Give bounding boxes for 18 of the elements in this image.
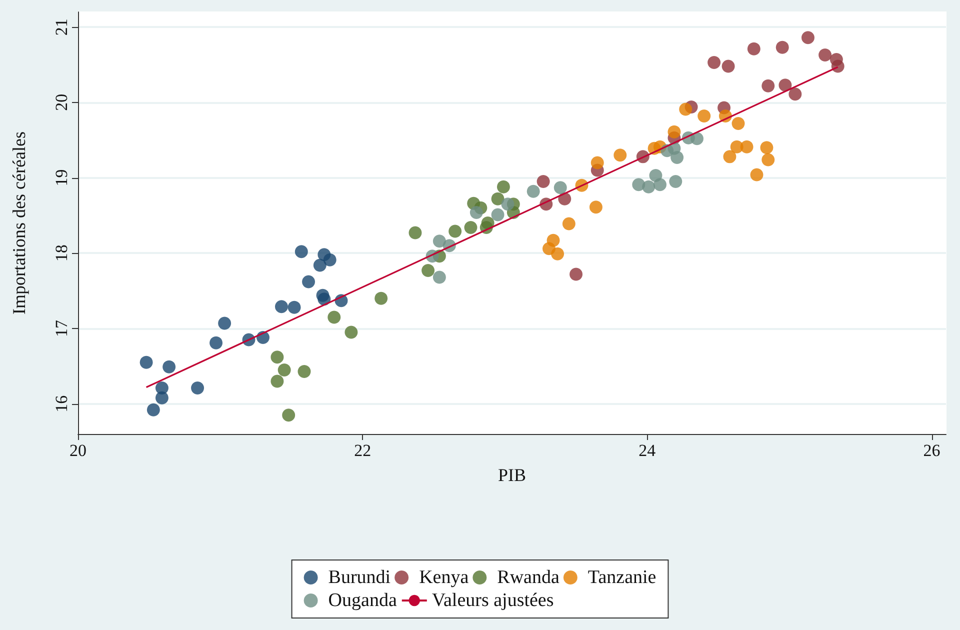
legend-label: Tanzanie bbox=[588, 567, 656, 588]
x-tick-label: 22 bbox=[354, 441, 372, 460]
x-axis-title: PIB bbox=[498, 465, 526, 485]
y-tick-label: 21 bbox=[52, 18, 71, 36]
y-tick-label: 19 bbox=[52, 169, 71, 186]
x-tick-label: 24 bbox=[638, 441, 656, 460]
x-tick-label: 26 bbox=[923, 441, 940, 460]
y-tick-label: 17 bbox=[52, 320, 71, 337]
y-tick-label: 16 bbox=[52, 395, 71, 412]
y-tick-label: 18 bbox=[52, 244, 71, 262]
legend-label: Kenya bbox=[419, 567, 470, 588]
legend-label: Ouganda bbox=[328, 590, 398, 611]
legend-label: Valeurs ajustées bbox=[432, 590, 554, 611]
x-tick-label: 20 bbox=[70, 441, 86, 460]
legend-label: Burundi bbox=[328, 567, 391, 588]
y-tick-label: 20 bbox=[52, 94, 71, 111]
y-axis-title: Importations des céréales bbox=[9, 132, 29, 314]
legend-label: Rwanda bbox=[497, 567, 560, 588]
